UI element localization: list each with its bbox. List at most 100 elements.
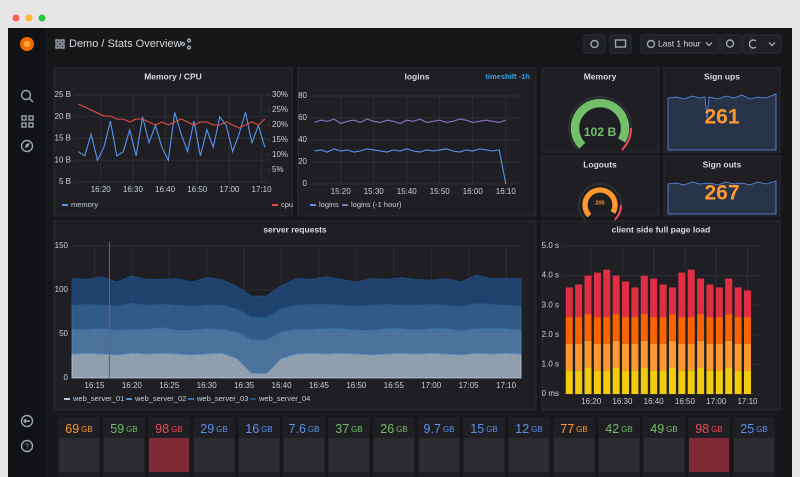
panel-title: logins	[404, 71, 429, 81]
stat-unit: GB	[443, 425, 455, 434]
signin-icon[interactable]	[20, 414, 34, 428]
y-tick-label: 15 B	[55, 134, 71, 143]
legend-label: logins (-1 hour)	[351, 200, 402, 209]
stat-unit: GB	[396, 425, 408, 434]
bar-segment	[697, 367, 705, 394]
y-tick-label: 0	[64, 373, 69, 382]
arrow	[23, 418, 30, 424]
stat-unit: GB	[486, 425, 498, 434]
dot	[180, 41, 186, 47]
topbar: Demo / Stats Overview Last 1 hour	[55, 34, 782, 54]
bar-segment	[640, 314, 648, 341]
dashboard-title[interactable]: Demo / Stats Overview	[69, 38, 182, 50]
clock	[646, 39, 656, 49]
stat-text: 98 GB	[155, 422, 182, 436]
stat-text: 98 GB	[695, 422, 722, 436]
bar-segment	[668, 340, 676, 368]
panel-title: Logouts	[583, 159, 617, 169]
bar-segment	[593, 272, 601, 318]
sq	[21, 115, 27, 121]
stat-text: 59 GB	[110, 422, 137, 436]
stat-unit: GB	[621, 425, 633, 434]
stat-unit: GB	[81, 425, 93, 434]
stat-unit: GB	[576, 425, 588, 434]
bar-segment	[584, 367, 592, 394]
stat-background	[734, 438, 774, 472]
minimize-dot[interactable]	[25, 14, 33, 22]
series-line	[314, 148, 507, 185]
bar-segment	[622, 281, 630, 318]
bar-segment	[659, 343, 667, 371]
settings-button[interactable]	[583, 34, 606, 54]
share-icon[interactable]	[180, 38, 192, 50]
y-tick-label: 150	[55, 241, 69, 250]
ring	[20, 414, 34, 428]
gauge-value: 102 B	[584, 125, 617, 139]
sidebar	[8, 28, 45, 477]
y-tick-label: 40	[298, 135, 307, 144]
stat-text: 77 GB	[560, 422, 587, 436]
x-tick-label: 17:00	[706, 397, 727, 406]
stat-text: 49 GB	[650, 422, 677, 436]
x-tick-label: 16:50	[346, 381, 367, 390]
bar-segment	[715, 287, 723, 318]
series-line	[314, 118, 506, 125]
sq	[28, 115, 34, 121]
bar-segment	[706, 317, 714, 344]
chevron	[768, 42, 776, 47]
help-mark: ?	[25, 443, 29, 450]
x-tick-label: 15:30	[364, 187, 385, 196]
tv-button[interactable]	[609, 34, 632, 54]
x-tick-label: 15:20	[331, 187, 352, 196]
zoom-button[interactable]	[720, 34, 742, 54]
y-tick-label: 2.0 s	[542, 330, 559, 339]
sq	[55, 44, 60, 49]
ring	[20, 439, 34, 453]
x-tick-label: 15:50	[430, 187, 451, 196]
time-picker[interactable]	[640, 34, 720, 54]
stat-number: 12	[515, 422, 529, 436]
dashboards-icon[interactable]	[21, 115, 34, 128]
bar-segment	[687, 343, 695, 371]
panel-title: Sign outs	[703, 159, 742, 169]
stat-unit: GB	[531, 425, 543, 434]
stat-background	[419, 438, 459, 472]
y2-tick-label: 5%	[272, 165, 284, 174]
bar-segment	[659, 284, 667, 318]
bar-segment	[734, 317, 742, 344]
bar-segment	[743, 343, 751, 371]
bar-segment	[687, 317, 695, 344]
bar-segment	[650, 278, 658, 318]
help-icon[interactable]: ?	[20, 439, 34, 453]
maximize-dot[interactable]	[38, 14, 46, 22]
bar-segment	[575, 343, 583, 371]
stat-background	[689, 438, 729, 472]
bar-segment	[706, 284, 714, 318]
bar-segment	[715, 343, 723, 371]
x-tick-label: 17:00	[219, 185, 240, 194]
x-tick-label: 16:20	[581, 397, 602, 406]
explore-icon[interactable]	[20, 139, 34, 153]
stat-unit: GB	[216, 425, 228, 434]
stat-text: 42 GB	[605, 422, 632, 436]
y-tick-label: 1.0 s	[542, 360, 559, 369]
bar-segment	[668, 367, 676, 394]
bar-segment	[631, 317, 639, 344]
x-tick-label: 16:35	[234, 381, 255, 390]
bar-segment	[640, 275, 648, 315]
x-tick-label: 16:55	[384, 381, 405, 390]
panel-title: Sign ups	[704, 71, 740, 81]
search-icon[interactable]	[20, 89, 34, 103]
y2-tick-label: 30%	[272, 90, 288, 99]
bar-segment	[687, 269, 695, 318]
legend-label: web_server_04	[258, 394, 310, 403]
x-tick-label: 17:10	[737, 397, 758, 406]
close-dot[interactable]	[12, 14, 20, 22]
legend-label: web_server_03	[196, 394, 248, 403]
bar-segment	[565, 343, 573, 371]
stat-number: 42	[605, 422, 619, 436]
grafana-logo[interactable]	[20, 37, 34, 51]
y2-tick-label: 15%	[272, 135, 288, 144]
stat-background	[284, 438, 324, 472]
y2-tick-label: 25%	[272, 105, 288, 114]
